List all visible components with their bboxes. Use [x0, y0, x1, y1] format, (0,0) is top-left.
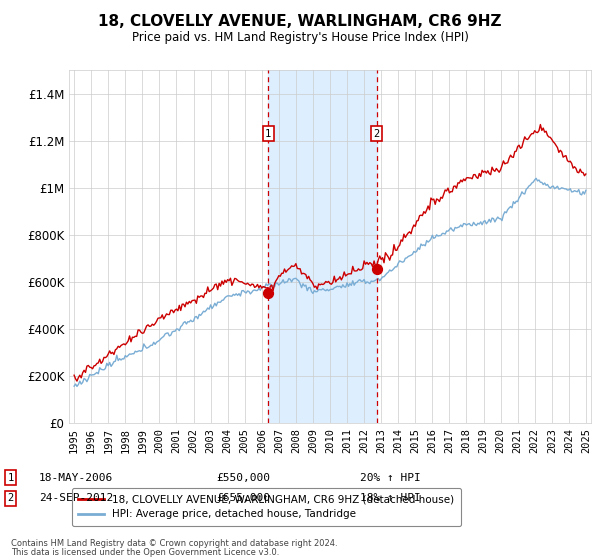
Point — [263, 289, 273, 298]
Text: 2: 2 — [373, 128, 380, 138]
Text: Price paid vs. HM Land Registry's House Price Index (HPI): Price paid vs. HM Land Registry's House … — [131, 31, 469, 44]
Text: 18, CLOVELLY AVENUE, WARLINGHAM, CR6 9HZ: 18, CLOVELLY AVENUE, WARLINGHAM, CR6 9HZ — [98, 14, 502, 29]
Text: 1: 1 — [8, 473, 14, 483]
Text: 24-SEP-2012: 24-SEP-2012 — [39, 493, 113, 503]
Point — [372, 264, 382, 273]
Text: £655,000: £655,000 — [216, 493, 270, 503]
Text: Contains HM Land Registry data © Crown copyright and database right 2024.: Contains HM Land Registry data © Crown c… — [11, 539, 337, 548]
Text: 18-MAY-2006: 18-MAY-2006 — [39, 473, 113, 483]
Text: 2: 2 — [8, 493, 14, 503]
Text: 20% ↑ HPI: 20% ↑ HPI — [360, 473, 421, 483]
Text: 18% ↑ HPI: 18% ↑ HPI — [360, 493, 421, 503]
Legend: 18, CLOVELLY AVENUE, WARLINGHAM, CR6 9HZ (detached house), HPI: Average price, d: 18, CLOVELLY AVENUE, WARLINGHAM, CR6 9HZ… — [71, 488, 461, 526]
Bar — [268, 70, 377, 423]
Text: This data is licensed under the Open Government Licence v3.0.: This data is licensed under the Open Gov… — [11, 548, 279, 557]
Text: 1: 1 — [265, 128, 271, 138]
Text: £550,000: £550,000 — [216, 473, 270, 483]
